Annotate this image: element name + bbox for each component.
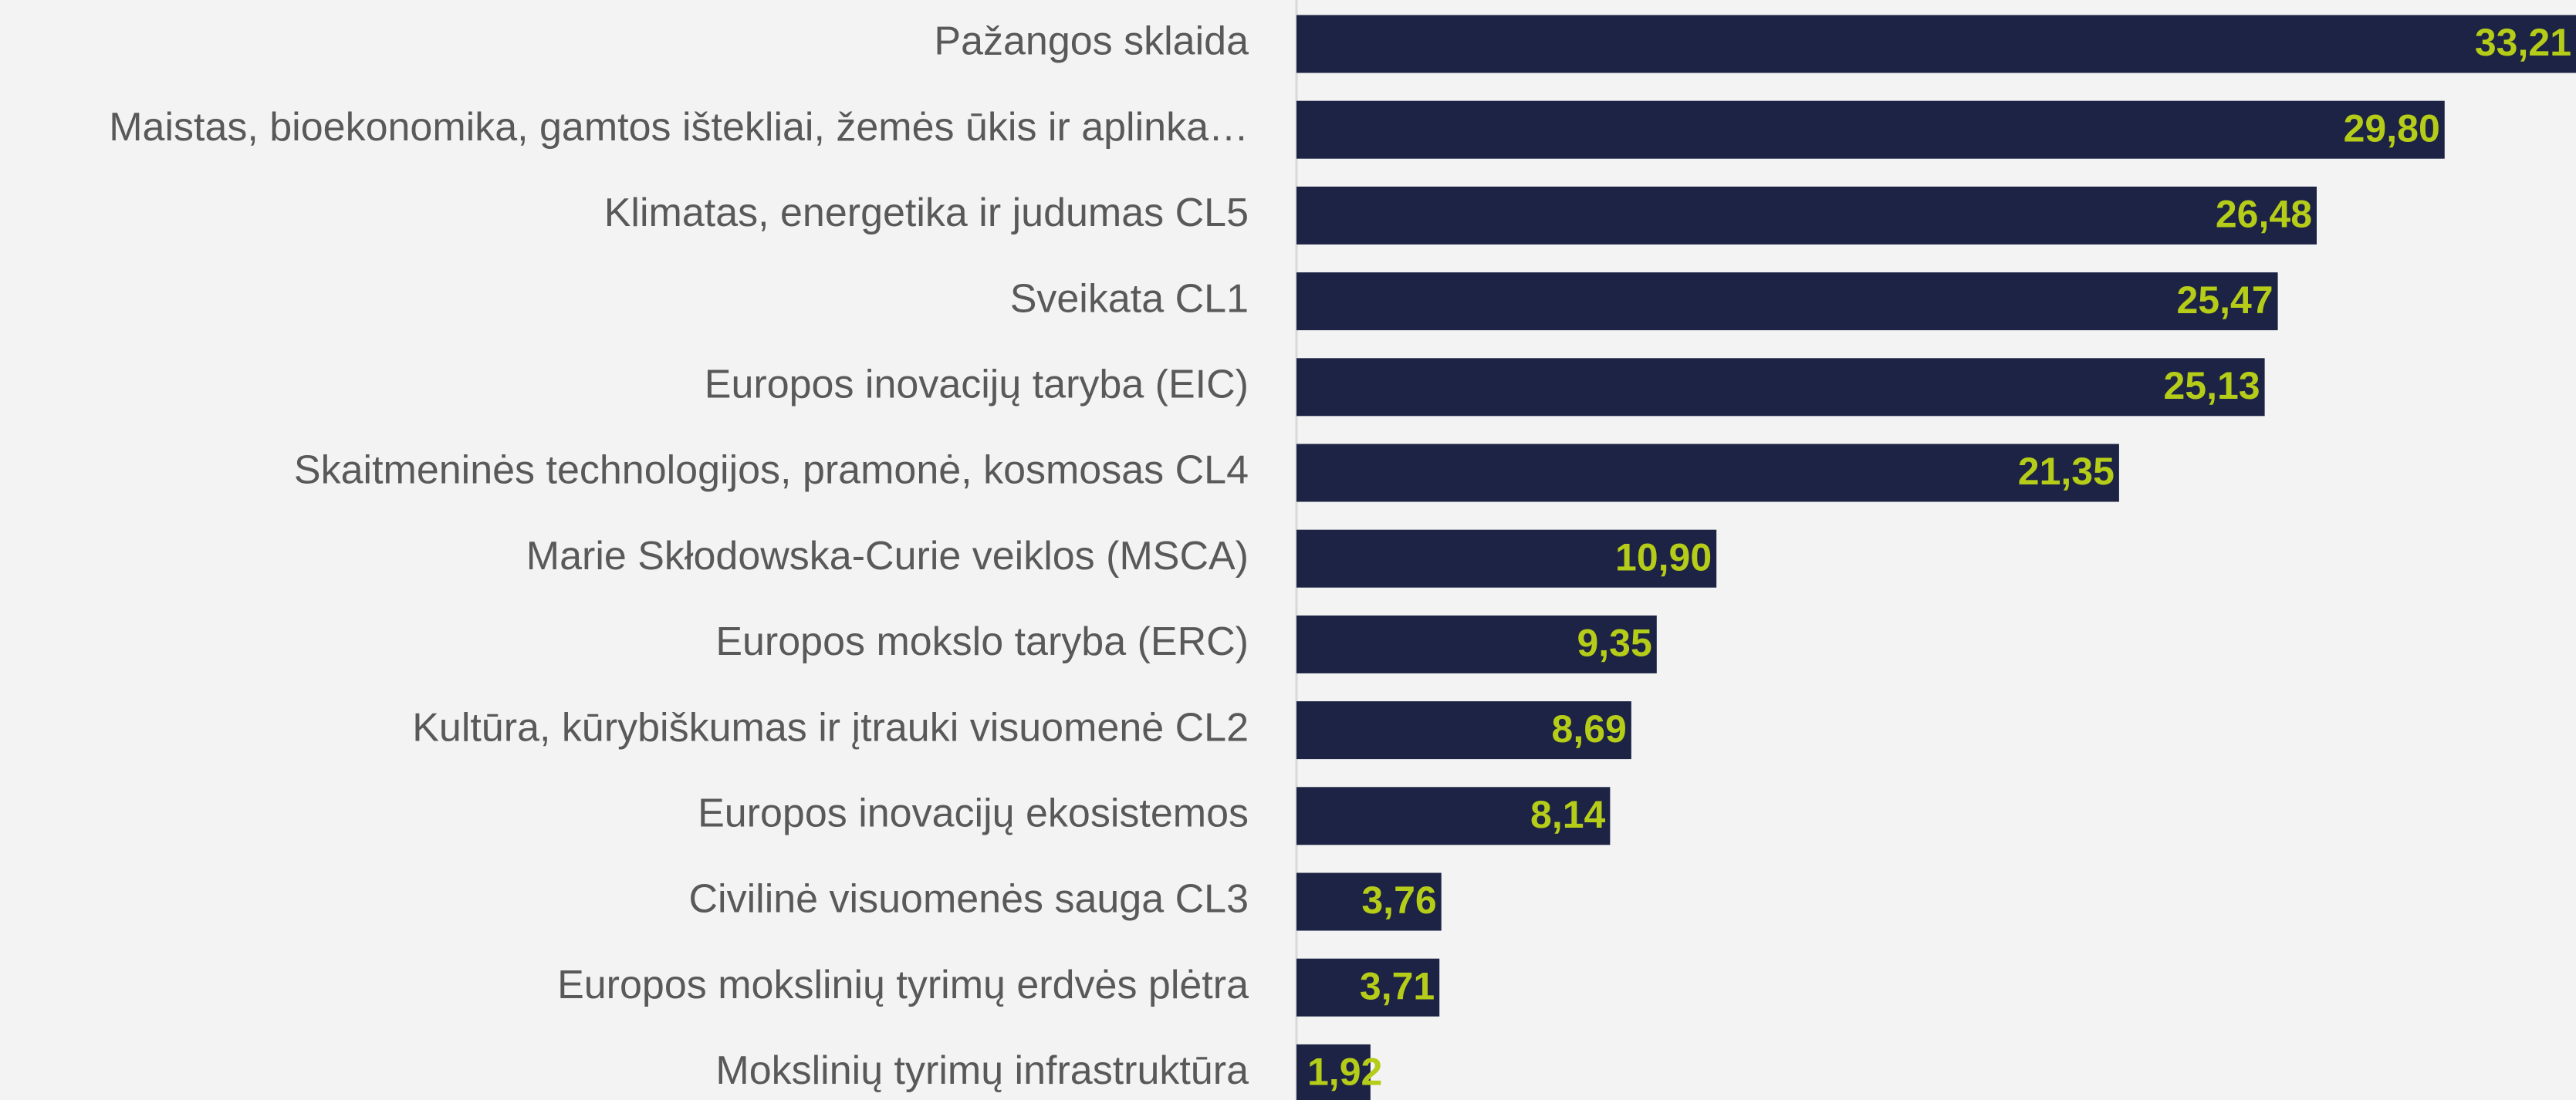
value-label: 26,48 (2216, 193, 2312, 236)
category-label: Sveikata CL1 (1010, 276, 1249, 321)
bar (1296, 186, 2317, 245)
bar (1296, 958, 1440, 1017)
bar (1296, 272, 2278, 331)
category-label: Marie Skłodowska-Curie veiklos (MSCA) (526, 534, 1249, 579)
category-label: Europos mokslo taryba (ERC) (715, 619, 1249, 664)
value-label: 3,76 (1361, 879, 1436, 922)
value-label: 25,13 (2163, 364, 2260, 407)
bar (1296, 529, 1717, 588)
bar (1296, 1044, 1371, 1100)
category-label: Pažangos sklaida (934, 19, 1249, 64)
category-label: Skaitmeninės technologijos, pramonė, kos… (294, 448, 1249, 493)
value-label: 33,21 (2475, 21, 2571, 64)
value-label: 21,35 (2018, 450, 2115, 493)
value-label: 8,14 (1530, 793, 1606, 836)
category-label: Civilinė visuomenės sauga CL3 (689, 877, 1249, 922)
value-label: 10,90 (1615, 535, 1712, 579)
value-label: 25,47 (2176, 278, 2273, 322)
category-label: Europos mokslinių tyrimų erdvės plėtra (557, 963, 1249, 1007)
category-label: Europos inovacijų taryba (EIC) (705, 363, 1249, 407)
value-label: 9,35 (1577, 622, 1651, 665)
bar (1296, 615, 1657, 673)
bar (1296, 872, 1442, 931)
category-label: Klimatas, energetika ir judumas CL5 (604, 191, 1249, 235)
category-label: Europos inovacijų ekosistemos (698, 791, 1249, 836)
bar (1296, 701, 1631, 760)
value-label: 29,80 (2344, 106, 2440, 150)
category-label: Kultūra, kūrybiškumas ir įtrauki visuome… (412, 705, 1249, 750)
bar (1296, 444, 2119, 502)
value-label: 8,69 (1552, 707, 1627, 751)
category-label: Mokslinių tyrimų infrastruktūra (715, 1048, 1249, 1093)
bar (1296, 100, 2445, 159)
category-label: Maistas, bioekonomika, gamtos ištekliai,… (109, 105, 1249, 150)
bar (1296, 358, 2265, 417)
bar (1296, 787, 1611, 845)
bar (1296, 15, 2576, 73)
value-label: 1,92 (1307, 1051, 1382, 1094)
value-label: 3,71 (1360, 964, 1435, 1007)
